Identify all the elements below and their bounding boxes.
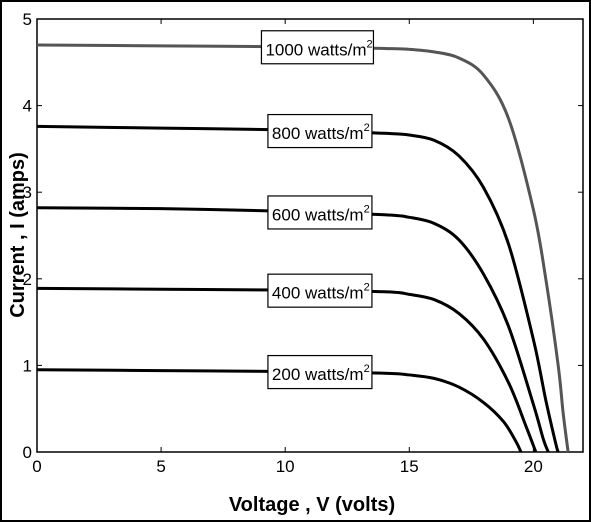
series-label-superscript: 2	[364, 203, 370, 215]
series-line	[36, 368, 523, 453]
series-label-box	[267, 195, 373, 230]
series-label-text: 1000 watts/m2	[265, 38, 372, 59]
x-tick-label: 5	[156, 457, 165, 476]
series-label: 1000 watts/m2	[260, 30, 375, 65]
series-label: 600 watts/m2	[267, 195, 373, 230]
axes: 0 5 10 15 20 0 1 2 3 4 5	[23, 10, 584, 476]
y-tick-label: 3	[23, 183, 32, 202]
series-label-box	[267, 354, 373, 390]
series-line	[36, 43, 570, 453]
y-tick-label: 4	[23, 97, 32, 116]
series-label-superscript: 2	[364, 363, 370, 375]
x-tick-label: 0	[32, 457, 41, 476]
series-label-main: 400 watts/m	[272, 284, 364, 303]
series-label-text: 800 watts/m2	[272, 122, 370, 143]
series-line	[36, 206, 550, 453]
series-label-superscript: 2	[367, 38, 373, 50]
series-label-box	[267, 113, 373, 149]
series-label-box	[260, 30, 375, 65]
series-line	[36, 124, 560, 453]
series-label-superscript: 2	[364, 282, 370, 294]
y-tick-label: 0	[23, 443, 32, 462]
series-label: 200 watts/m2	[267, 354, 373, 390]
series-label-box	[267, 273, 373, 308]
plot-area-border	[36, 18, 584, 453]
y-tick-label: 2	[23, 270, 32, 289]
series-label: 800 watts/m2	[267, 113, 373, 149]
series-label-main: 1000 watts/m	[265, 40, 366, 59]
series-label-main: 600 watts/m	[272, 205, 364, 224]
series-label-text: 200 watts/m2	[272, 363, 370, 384]
series-line	[36, 286, 538, 453]
y-tick-label: 5	[23, 10, 32, 29]
x-axis-title: Voltage , V (volts)	[229, 494, 395, 516]
y-tick-label: 1	[23, 356, 32, 375]
series-label-text: 600 watts/m2	[272, 203, 370, 224]
series-label-main: 800 watts/m	[272, 124, 364, 143]
series-label-superscript: 2	[364, 122, 370, 134]
series-label-text: 400 watts/m2	[272, 282, 370, 303]
y-axis-title: Current , I (amps)	[7, 152, 29, 318]
x-tick-label: 15	[400, 457, 419, 476]
x-tick-label: 20	[524, 457, 543, 476]
series-label: 400 watts/m2	[267, 273, 373, 308]
curves	[36, 43, 570, 453]
x-tick-label: 10	[276, 457, 295, 476]
series-label-main: 200 watts/m	[272, 365, 364, 384]
